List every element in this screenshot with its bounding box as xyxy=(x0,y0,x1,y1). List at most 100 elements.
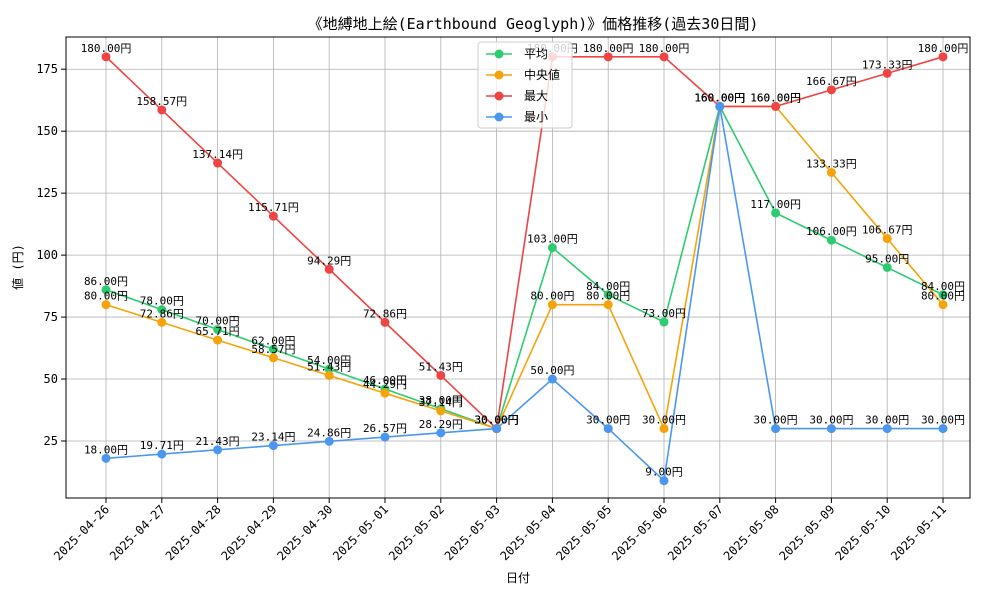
data-label: 30.00円 xyxy=(754,414,798,427)
data-label: 180.00円 xyxy=(583,42,634,55)
data-label: 30.00円 xyxy=(586,414,630,427)
legend-swatch-marker xyxy=(494,91,504,101)
data-label: 24.86円 xyxy=(307,426,351,439)
data-label: 50.00円 xyxy=(530,364,574,377)
series-point xyxy=(324,364,334,374)
series-point xyxy=(659,476,669,486)
series-point xyxy=(659,52,669,62)
x-tick-label: 2025-05-02 xyxy=(386,502,447,563)
legend-box xyxy=(477,41,573,129)
data-label: 54.00円 xyxy=(307,354,351,367)
data-label: 106.00円 xyxy=(806,225,857,238)
x-tick-label: 2025-04-29 xyxy=(219,502,280,563)
data-label: 133.33円 xyxy=(806,157,857,170)
data-label: 78.00円 xyxy=(140,295,184,308)
legend-swatch-marker xyxy=(494,112,504,122)
series-point xyxy=(268,441,278,451)
data-label: 80.00円 xyxy=(586,290,630,303)
series-point xyxy=(547,300,557,310)
data-label: 173.33円 xyxy=(862,58,913,71)
data-label: 30.00円 xyxy=(642,414,686,427)
legend-swatch-marker xyxy=(494,49,504,59)
series-point xyxy=(436,406,446,416)
series-point xyxy=(603,52,613,62)
series-point xyxy=(101,453,111,463)
data-label: 115.71円 xyxy=(248,201,299,214)
data-label: 30.00円 xyxy=(475,414,519,427)
data-label: 160.00円 xyxy=(694,91,745,104)
data-label: 160.00円 xyxy=(694,91,745,104)
data-label: 94.29円 xyxy=(307,254,351,267)
data-label: 38.00円 xyxy=(419,394,463,407)
legend-label: 最小 xyxy=(524,110,548,124)
data-label: 106.67円 xyxy=(862,224,913,237)
data-label: 160.00円 xyxy=(694,91,745,104)
series-point xyxy=(157,449,167,459)
x-axis-label: 日付 xyxy=(506,571,530,585)
series-point xyxy=(659,424,669,434)
data-label: 9.00円 xyxy=(645,466,683,479)
data-label: 19.71円 xyxy=(140,439,184,452)
data-label: 30.00円 xyxy=(475,414,519,427)
y-tick-label: 50 xyxy=(44,372,58,386)
y-tick-label: 100 xyxy=(36,248,58,262)
series-point xyxy=(213,324,223,334)
data-label: 18.00円 xyxy=(84,443,128,456)
plot-area-frame xyxy=(65,36,971,499)
data-label: 37.14円 xyxy=(419,396,463,409)
series-point xyxy=(324,264,334,274)
x-tick-label: 2025-04-27 xyxy=(107,502,168,563)
series-point xyxy=(771,208,781,218)
data-label: 65.71円 xyxy=(196,325,240,338)
series-point xyxy=(213,158,223,168)
series-point xyxy=(268,353,278,363)
series-point xyxy=(101,300,111,310)
x-tick-label: 2025-05-06 xyxy=(609,502,670,563)
series-point xyxy=(547,243,557,253)
data-label: 158.57円 xyxy=(136,95,187,108)
data-label: 30.00円 xyxy=(475,414,519,427)
data-label: 72.86円 xyxy=(140,307,184,320)
series-point xyxy=(157,105,167,115)
x-tick-label: 2025-04-26 xyxy=(51,502,112,563)
series-point xyxy=(324,370,334,380)
data-label: 137.14円 xyxy=(192,148,243,161)
series-point xyxy=(436,370,446,380)
data-label: 72.86円 xyxy=(363,307,407,320)
series-point xyxy=(492,424,502,434)
data-label: 51.43円 xyxy=(419,360,463,373)
data-label: 44.29円 xyxy=(363,378,407,391)
data-label: 46.00円 xyxy=(363,374,407,387)
data-label: 160.00円 xyxy=(694,91,745,104)
data-label: 117.00円 xyxy=(750,198,801,211)
x-tick-label: 2025-05-01 xyxy=(330,502,391,563)
x-tick-label: 2025-05-10 xyxy=(832,502,893,563)
y-axis-label: 値 (円) xyxy=(10,244,25,290)
series-point xyxy=(938,290,948,300)
chart-title: 《地縛地上絵(Earthbound Geoglyph)》価格推移(過去30日間) xyxy=(308,15,759,33)
series-point xyxy=(938,52,948,62)
series-point xyxy=(826,85,836,95)
series-point xyxy=(324,436,334,446)
legend-label: 最大 xyxy=(524,89,548,103)
series-point xyxy=(882,234,892,244)
x-tick-label: 2025-05-08 xyxy=(721,502,782,563)
x-tick-label: 2025-04-30 xyxy=(274,502,335,563)
series-point xyxy=(101,52,111,62)
series-line-2 xyxy=(105,56,944,431)
series-point xyxy=(659,317,669,327)
x-tick-label: 2025-05-11 xyxy=(888,502,949,563)
data-label: 80.00円 xyxy=(530,290,574,303)
data-label: 166.67円 xyxy=(806,75,857,88)
data-label: 180.00円 xyxy=(639,42,690,55)
series-point xyxy=(603,290,613,300)
y-tick-label: 75 xyxy=(44,310,58,324)
series-point xyxy=(771,101,781,111)
x-tick-label: 2025-04-28 xyxy=(163,502,224,563)
series-point xyxy=(826,424,836,434)
series-point xyxy=(826,235,836,245)
legend-swatch-marker xyxy=(494,70,504,80)
series-point xyxy=(213,335,223,345)
data-label: 21.43円 xyxy=(196,435,240,448)
